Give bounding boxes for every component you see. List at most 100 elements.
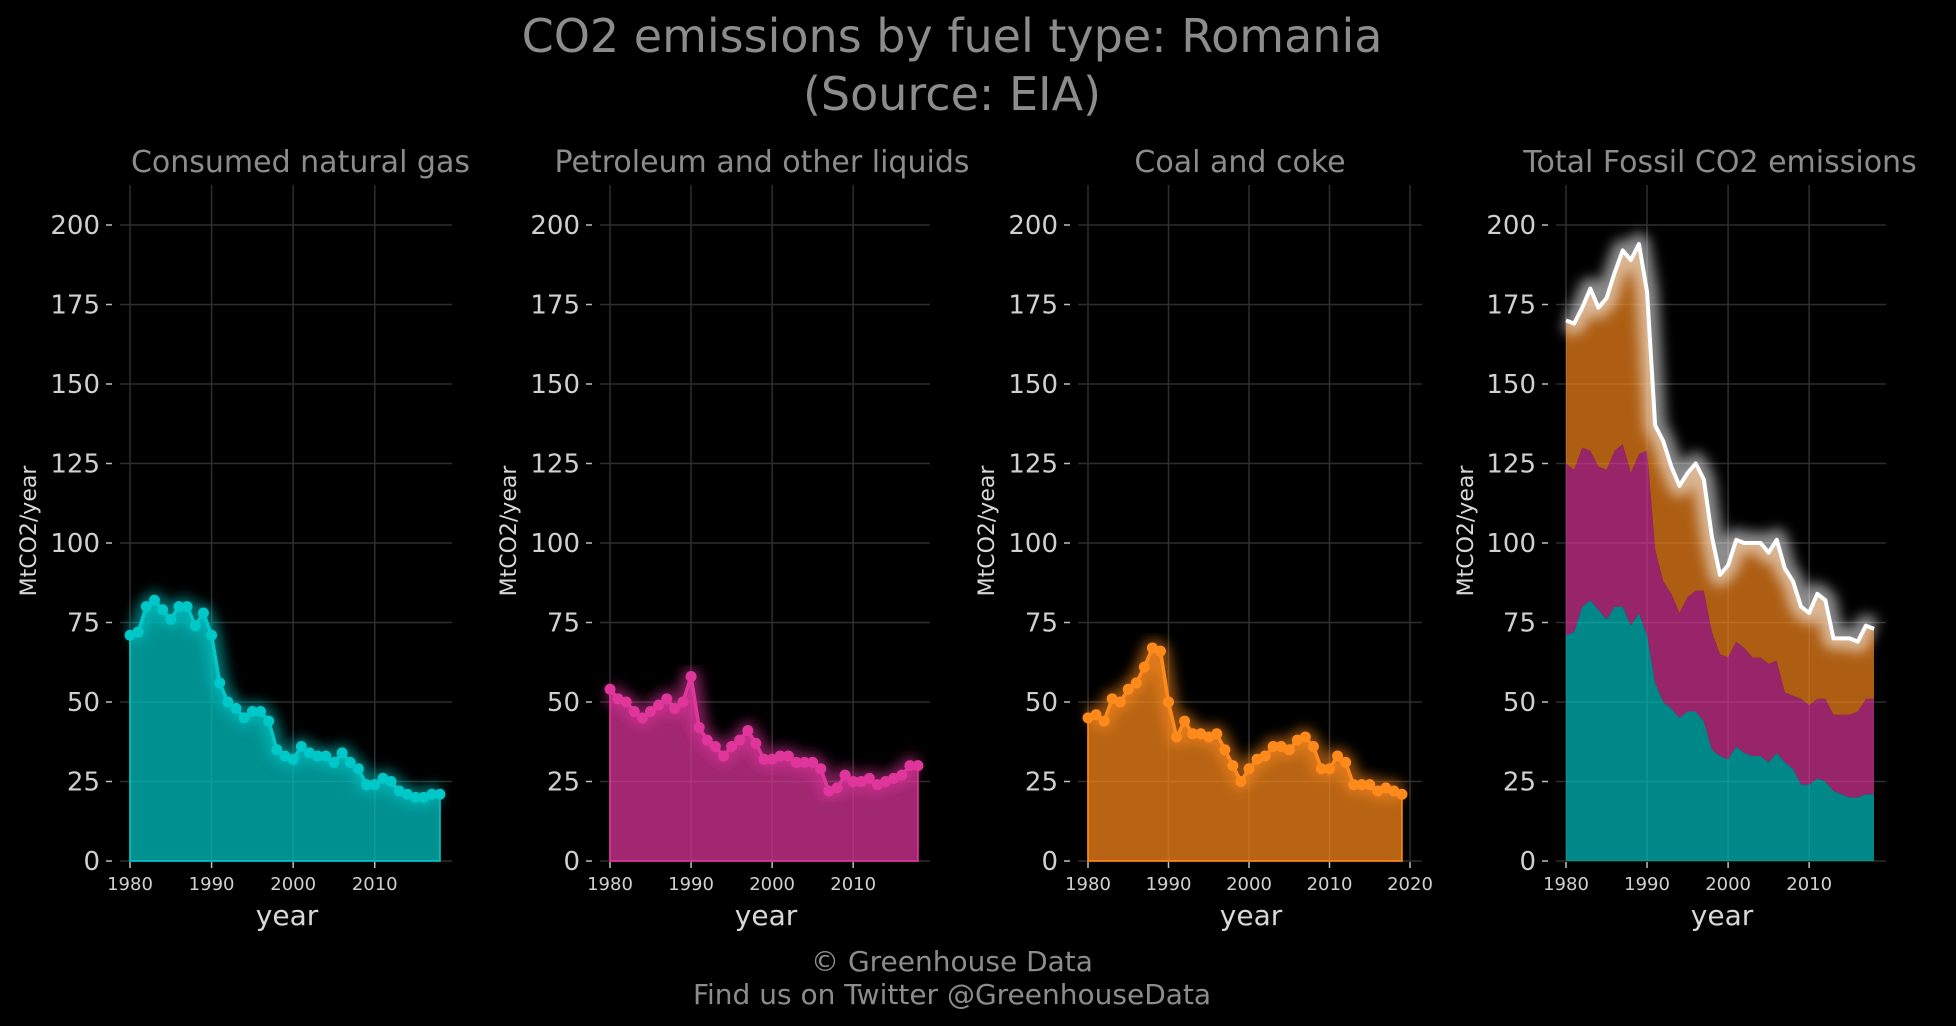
data-point xyxy=(1154,645,1166,657)
data-point xyxy=(255,706,267,718)
data-point xyxy=(271,744,283,756)
y-tick-label: 100 xyxy=(50,529,100,559)
y-tick-label: 25 xyxy=(67,768,100,798)
x-axis-label: year xyxy=(1691,899,1754,932)
y-axis-label: MtCO2/year xyxy=(17,465,42,597)
y-tick-label: 100 xyxy=(1486,529,1536,559)
data-point xyxy=(815,763,827,775)
data-point xyxy=(385,776,397,787)
data-point xyxy=(726,741,738,753)
data-point xyxy=(132,626,144,638)
y-tick-label: 75 xyxy=(547,609,580,639)
data-point xyxy=(238,712,250,724)
y-tick-label: 200 xyxy=(1486,211,1536,241)
data-point xyxy=(782,750,794,762)
data-point xyxy=(701,734,713,746)
panel-title: Coal and coke xyxy=(1134,145,1345,180)
chart-title-line2: (Source: EIA) xyxy=(803,67,1101,121)
data-point xyxy=(1299,731,1311,743)
data-point xyxy=(734,734,746,746)
y-tick-label: 25 xyxy=(1503,768,1536,798)
data-point xyxy=(263,715,275,727)
stacked-area-petroleum xyxy=(1566,444,1874,798)
data-point xyxy=(669,702,681,714)
data-point xyxy=(604,683,616,695)
data-point xyxy=(1114,696,1126,708)
credit-line2: Find us on Twitter @GreenhouseData xyxy=(693,978,1211,1011)
y-tick-label: 50 xyxy=(1025,688,1058,718)
panel-title: Petroleum and other liquids xyxy=(554,145,969,180)
data-point xyxy=(774,750,786,762)
y-axis-label: MtCO2/year xyxy=(1454,465,1479,597)
data-point xyxy=(1356,779,1368,791)
data-point xyxy=(1364,779,1376,791)
data-point xyxy=(661,693,673,705)
data-point xyxy=(165,613,177,625)
data-point xyxy=(831,782,843,794)
y-tick-label: 125 xyxy=(530,450,580,480)
data-point xyxy=(369,779,381,791)
x-tick-label: 2010 xyxy=(830,874,876,895)
data-point xyxy=(693,721,705,733)
data-point xyxy=(1324,763,1335,775)
y-tick-label: 125 xyxy=(50,450,100,480)
data-point xyxy=(1332,750,1344,762)
y-tick-label: 75 xyxy=(67,609,100,639)
data-point xyxy=(1090,709,1102,721)
y-axis-label: MtCO2/year xyxy=(497,465,522,597)
panel-petroleum: 0 25 50 75 100 125 150 175 200 1980 1990 2000 2010 Pe… xyxy=(497,145,970,932)
data-point xyxy=(287,753,299,765)
x-axis-label: year xyxy=(256,899,319,932)
y-tick-label: 0 xyxy=(83,847,100,877)
data-point xyxy=(157,604,169,616)
data-point xyxy=(344,756,356,768)
data-point xyxy=(246,706,258,718)
y-tick-label: 75 xyxy=(1025,609,1058,639)
data-point xyxy=(904,760,916,772)
data-point xyxy=(1163,696,1174,708)
data-point xyxy=(230,702,242,714)
data-point xyxy=(197,607,209,619)
data-point xyxy=(896,769,908,781)
y-axis-label: MtCO2/year xyxy=(975,465,1000,597)
data-point xyxy=(1283,744,1295,756)
data-point xyxy=(173,601,185,613)
y-tick-label: 25 xyxy=(547,768,580,798)
y-tick-label: 0 xyxy=(1041,847,1058,877)
x-tick-label: 2010 xyxy=(1786,874,1832,895)
x-tick-label: 2020 xyxy=(1387,874,1433,895)
y-tick-label: 150 xyxy=(50,370,100,400)
y-tick-label: 50 xyxy=(1503,688,1536,718)
series-line xyxy=(1087,646,1403,796)
y-tick-label: 200 xyxy=(50,211,100,241)
data-point xyxy=(677,696,689,708)
y-tick-label: 125 xyxy=(1486,450,1536,480)
panel-coal: 0 25 50 75 100 125 150 175 200 1980 1990 2000 2010 20… xyxy=(975,145,1433,932)
data-point xyxy=(410,791,422,803)
y-tick-label: 0 xyxy=(1519,847,1536,877)
y-tick-label: 100 xyxy=(1008,529,1058,559)
x-tick-label: 2000 xyxy=(749,874,795,895)
data-point xyxy=(320,750,332,762)
data-point xyxy=(807,756,819,768)
data-point xyxy=(839,769,851,781)
data-point xyxy=(1171,731,1183,743)
data-point xyxy=(1098,715,1110,727)
x-axis-label: year xyxy=(735,899,798,932)
data-point xyxy=(189,620,201,632)
data-point xyxy=(1243,763,1255,775)
data-point xyxy=(434,788,446,800)
x-tick-label: 1990 xyxy=(668,874,714,895)
data-point xyxy=(636,712,648,724)
total-line xyxy=(1565,242,1875,644)
data-point xyxy=(312,750,324,762)
data-point xyxy=(1396,788,1408,800)
data-point xyxy=(1267,741,1279,753)
y-tick-label: 125 xyxy=(1008,450,1058,480)
panel-title: Consumed natural gas xyxy=(131,145,470,180)
x-axis-label: year xyxy=(1220,899,1283,932)
data-point xyxy=(717,750,729,762)
panel-natural-gas: 0 25 50 75 100 125 150 175 200 1980 1990 2000 2010 Co… xyxy=(17,145,470,932)
data-point xyxy=(653,699,665,711)
